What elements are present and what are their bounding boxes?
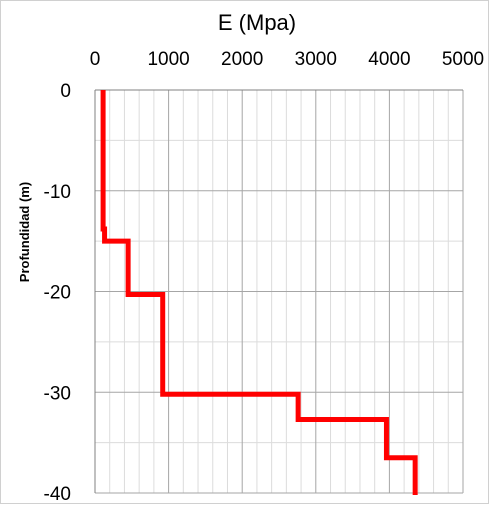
y-tick-label: -10 — [44, 182, 71, 203]
y-tick-label: -30 — [44, 383, 71, 404]
axes — [94, 89, 463, 493]
y-axis-title: Profundidad (m) — [17, 182, 32, 282]
major-gridlines — [94, 89, 464, 494]
x-tick-label: 0 — [90, 49, 101, 70]
series-line-0 — [100, 90, 418, 496]
y-tick-label: 0 — [60, 81, 71, 102]
series-layer — [100, 90, 418, 496]
x-tick-labels: 0 1000 2000 3000 4000 5000 — [90, 49, 484, 70]
x-axis-title: E (Mpa) — [218, 10, 296, 35]
x-tick-label: 4000 — [368, 49, 410, 70]
y-tick-labels: 0 -10 -20 -30 -40 — [44, 81, 71, 505]
x-tick-label: 2000 — [221, 49, 263, 70]
y-tick-label: -40 — [44, 484, 71, 505]
x-tick-label: 5000 — [442, 49, 484, 70]
x-tick-label: 3000 — [295, 49, 337, 70]
y-tick-label: -20 — [44, 283, 71, 304]
x-tick-label: 1000 — [147, 49, 189, 70]
